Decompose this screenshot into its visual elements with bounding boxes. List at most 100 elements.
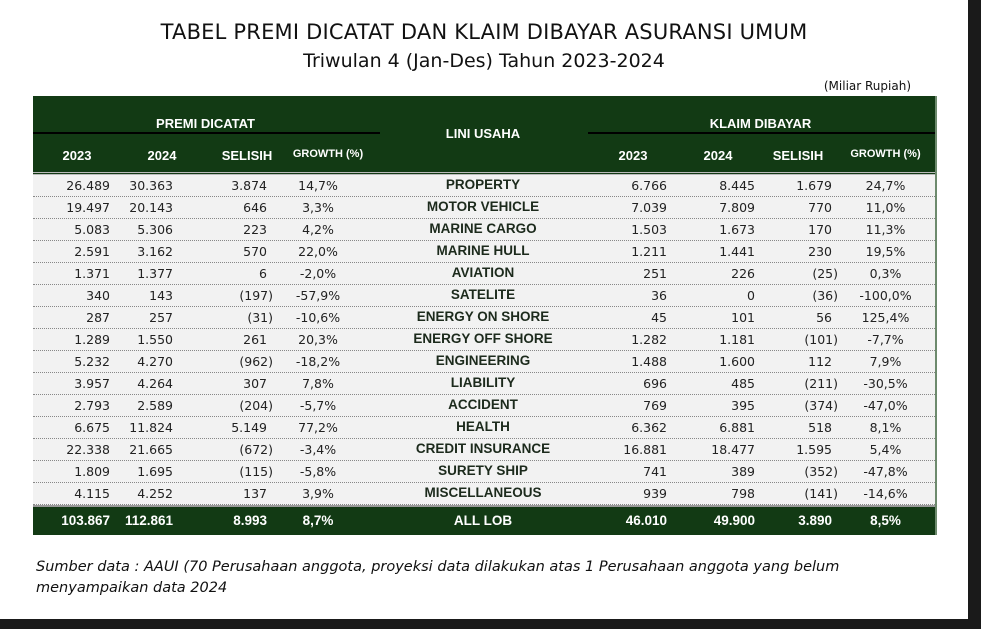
table-row: 6.675 11.824 5.149 77,2% 6.362 6.881 518 8,1% HE… bbox=[33, 417, 935, 439]
klaim-selisih-cell: (101) bbox=[804, 332, 838, 347]
premi-selisih-cell: (962) bbox=[239, 354, 273, 369]
klaim-2023-cell: 1.503 bbox=[631, 222, 667, 237]
klaim-col-header-2023: 2023 bbox=[618, 148, 648, 163]
klaim-col-header-selisih: SELISIH bbox=[772, 148, 824, 163]
table-row: 5.083 5.306 223 4,2% 1.503 1.673 170 11,3% MARIN… bbox=[33, 219, 935, 241]
klaim-2023-cell: 1.211 bbox=[631, 244, 667, 259]
premi-selisih-cell: 570 bbox=[243, 244, 267, 259]
klaim-selisih-cell: 1.679 bbox=[796, 178, 832, 193]
premi-selisih-cell: 8.993 bbox=[233, 513, 267, 528]
premi-2024-cell: 3.162 bbox=[137, 244, 173, 259]
source-note: Sumber data : AAUI (70 Perusahaan anggot… bbox=[36, 559, 840, 596]
lob-name: ENGINEERING bbox=[435, 353, 531, 368]
klaim-growth-cell: 5,4% bbox=[869, 442, 902, 457]
klaim-2024-cell: 395 bbox=[731, 398, 755, 413]
table-header: PREMI DICATAT LINI USAHA KLAIM DIBAYAR 2… bbox=[33, 96, 935, 175]
premi-2024-cell: 257 bbox=[149, 310, 173, 325]
lob-name: MISCELLANEOUS bbox=[424, 485, 542, 500]
lob-name: ENERGY OFF SHORE bbox=[413, 331, 553, 346]
premi-growth-cell: 77,2% bbox=[298, 420, 338, 435]
page-title: TABEL PREMI DICATAT DAN KLAIM DIBAYAR AS… bbox=[160, 20, 808, 44]
klaim-2023-cell: 769 bbox=[643, 398, 667, 413]
table-row: 2.591 3.162 570 22,0% 1.211 1.441 230 19,5% MARI… bbox=[33, 241, 935, 263]
premi-2023-cell: 2.591 bbox=[74, 244, 110, 259]
premium-claims-table: PREMI DICATAT LINI USAHA KLAIM DIBAYAR 2… bbox=[33, 96, 937, 535]
premi-col-header-growth: GROWTH (%) bbox=[292, 148, 364, 160]
klaim-selisih-cell: (36) bbox=[812, 288, 838, 303]
klaim-growth-cell: 24,7% bbox=[865, 178, 906, 193]
klaim-growth-cell: -47,0% bbox=[863, 398, 908, 413]
premi-2023-cell: 5.232 bbox=[74, 354, 110, 369]
premi-selisih-cell: (204) bbox=[239, 398, 273, 413]
premi-2024-cell: 4.252 bbox=[137, 486, 173, 501]
klaim-growth-cell: -47,8% bbox=[863, 464, 908, 479]
premi-selisih-cell: 137 bbox=[243, 486, 267, 501]
premi-growth-cell: -5,7% bbox=[299, 398, 337, 413]
lini-usaha-header: LINI USAHA bbox=[445, 126, 521, 141]
klaim-selisih-cell: (25) bbox=[812, 266, 838, 281]
klaim-growth-cell: 0,3% bbox=[869, 266, 902, 281]
header-divider bbox=[588, 132, 935, 134]
lob-name: ENERGY ON SHORE bbox=[416, 309, 550, 324]
klaim-2023-cell: 46.010 bbox=[625, 513, 667, 528]
table-row: 1.809 1.695 (115) -5,8% 741 389 (352) -47,8% SUR… bbox=[33, 461, 935, 483]
premi-selisih-cell: 307 bbox=[243, 376, 267, 391]
premi-2024-cell: 1.377 bbox=[137, 266, 173, 281]
klaim-selisih-cell: 112 bbox=[808, 354, 832, 369]
klaim-2023-cell: 741 bbox=[643, 464, 667, 479]
premi-selisih-cell: 223 bbox=[243, 222, 267, 237]
klaim-selisih-cell: 56 bbox=[816, 310, 832, 325]
lob-name: SATELITE bbox=[450, 287, 516, 302]
premi-selisih-cell: 6 bbox=[259, 266, 267, 281]
premi-2024-cell: 1.550 bbox=[137, 332, 173, 347]
klaim-2024-cell: 49.900 bbox=[713, 513, 755, 528]
premi-2024-cell: 112.861 bbox=[124, 513, 173, 528]
klaim-growth-cell: 7,9% bbox=[869, 354, 902, 369]
premi-2024-cell: 11.824 bbox=[129, 420, 173, 435]
lob-name: ACCIDENT bbox=[448, 397, 518, 412]
premi-2023-cell: 103.867 bbox=[61, 513, 110, 528]
klaim-growth-cell: 19,5% bbox=[865, 244, 906, 259]
premi-2023-cell: 340 bbox=[86, 288, 110, 303]
lob-name: MARINE HULL bbox=[436, 243, 530, 258]
premi-2023-cell: 5.083 bbox=[74, 222, 110, 237]
klaim-2024-cell: 389 bbox=[731, 464, 755, 479]
premi-growth-cell: 7,8% bbox=[302, 376, 334, 391]
table-row: 5.232 4.270 (962) -18,2% 1.488 1.600 112 7,9% EN… bbox=[33, 351, 935, 373]
premi-growth-cell: -3,4% bbox=[299, 442, 337, 457]
klaim-selisih-cell: (352) bbox=[804, 464, 838, 479]
premi-selisih-cell: (31) bbox=[247, 310, 273, 325]
premi-2024-cell: 30.363 bbox=[129, 178, 173, 193]
klaim-2024-cell: 7.809 bbox=[719, 200, 755, 215]
premi-growth-cell: -57,9% bbox=[295, 288, 341, 303]
klaim-selisih-cell: 518 bbox=[808, 420, 832, 435]
premi-selisih-cell: 646 bbox=[243, 200, 267, 215]
table-row: 3.957 4.264 307 7,8% 696 485 (211) -30,5% LIABIL… bbox=[33, 373, 935, 395]
lob-name: MOTOR VEHICLE bbox=[426, 199, 540, 214]
premi-2023-cell: 2.793 bbox=[74, 398, 110, 413]
premi-2024-cell: 4.264 bbox=[137, 376, 173, 391]
klaim-growth-cell: -14,6% bbox=[863, 486, 908, 501]
premi-2023-cell: 26.489 bbox=[66, 178, 110, 193]
table-row: 2.793 2.589 (204) -5,7% 769 395 (374) -47,0% ACC… bbox=[33, 395, 935, 417]
klaim-2023-cell: 1.488 bbox=[631, 354, 667, 369]
premi-selisih-cell: (672) bbox=[239, 442, 273, 457]
premi-growth-cell: -18,2% bbox=[295, 354, 341, 369]
premi-col-header-2023: 2023 bbox=[62, 148, 92, 163]
klaim-2023-cell: 16.881 bbox=[623, 442, 667, 457]
klaim-selisih-cell: (211) bbox=[804, 376, 838, 391]
premi-growth-cell: -2,0% bbox=[299, 266, 337, 281]
table-row: 1.289 1.550 261 20,3% 1.282 1.181 (101) -7,7% EN… bbox=[33, 329, 935, 351]
klaim-2023-cell: 1.282 bbox=[631, 332, 667, 347]
premi-selisih-cell: 5.149 bbox=[231, 420, 267, 435]
klaim-2024-cell: 485 bbox=[731, 376, 755, 391]
klaim-growth-cell: 125,4% bbox=[861, 310, 910, 325]
page-subtitle: Triwulan 4 (Jan-Des) Tahun 2023-2024 bbox=[303, 50, 665, 72]
premi-growth-cell: 3,3% bbox=[302, 200, 334, 215]
klaim-2023-cell: 6.766 bbox=[631, 178, 667, 193]
premi-2024-cell: 143 bbox=[149, 288, 173, 303]
table-row: 22.338 21.665 (672) -3,4% 16.881 18.477 1.595 5… bbox=[33, 439, 935, 461]
lob-name: MARINE CARGO bbox=[429, 221, 537, 236]
page: TABEL PREMI DICATAT DAN KLAIM DIBAYAR AS… bbox=[0, 0, 968, 619]
unit-label: (Miliar Rupiah) bbox=[823, 79, 911, 93]
